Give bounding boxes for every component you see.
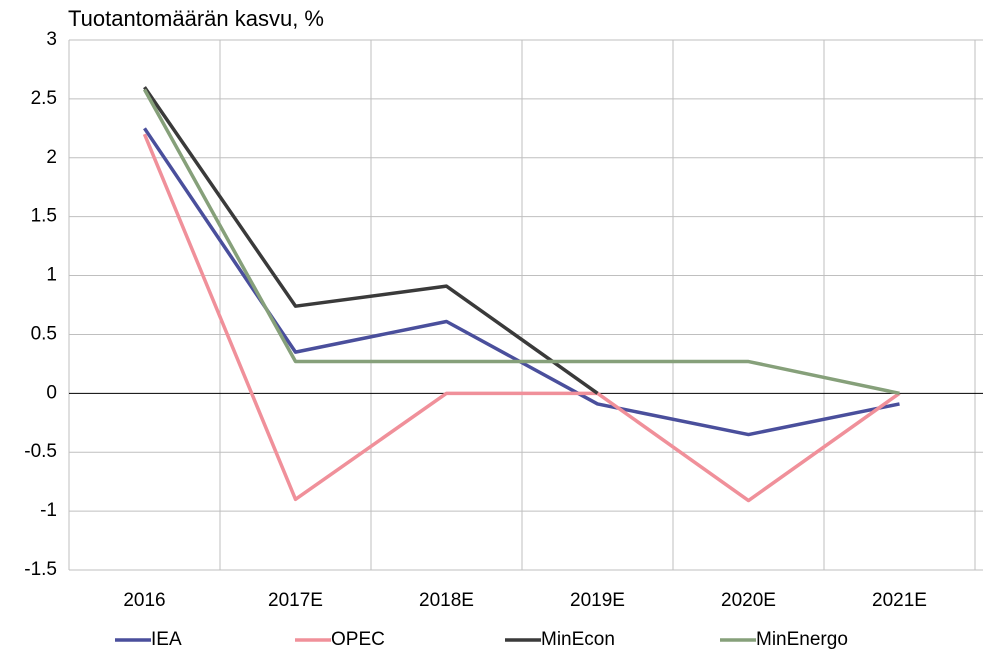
series-line [142,88,900,396]
y-tick-label: 1.5 [31,206,57,227]
y-tick-label: -1 [40,500,57,521]
y-tick-label: 0.5 [31,323,57,344]
x-tick-label: 2021E [872,590,927,611]
x-tick-label: 2018E [419,590,474,611]
legend-label: OPEC [331,629,385,650]
legend-label: MinEcon [541,629,615,650]
x-tick-label: 2019E [570,590,625,611]
y-tick-label: -0.5 [24,441,57,462]
y-tick-label: 3 [46,29,57,50]
x-tick-label: 2016 [123,590,165,611]
legend-label: MinEnergo [756,629,848,650]
series-line [142,133,901,503]
x-tick-label: 2017E [268,590,323,611]
x-tick-label: 2020E [721,590,776,611]
chart-title: Tuotantomäärän kasvu, % [68,6,324,31]
legend-label: IEA [151,629,182,650]
y-tick-label: 2.5 [31,88,57,109]
y-tick-label: 0 [46,382,57,403]
y-tick-label: 2 [46,147,57,168]
y-tick-label: -1.5 [24,559,57,580]
y-tick-label: 1 [46,265,57,286]
series-line [143,86,599,395]
